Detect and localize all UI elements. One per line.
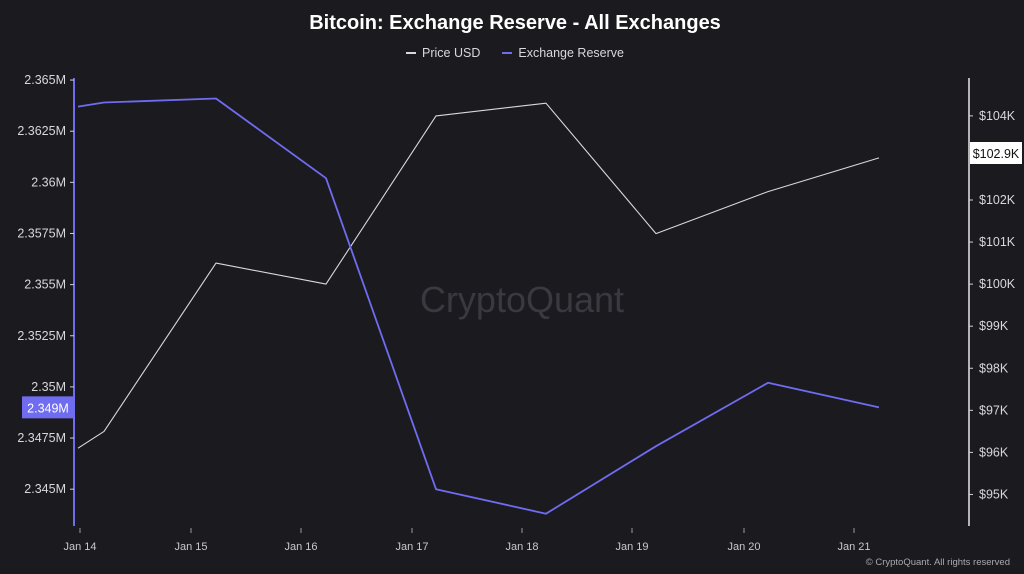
y-right-tick-label: $102K — [979, 193, 1016, 207]
legend-swatch-price — [406, 52, 417, 54]
series-line-price-usd — [77, 102, 880, 449]
copyright-footer: © CryptoQuant. All rights reserved — [865, 557, 1010, 568]
x-tick-label: Jan 17 — [395, 541, 428, 553]
y-left-tick-label: 2.3475M — [17, 431, 66, 445]
y-right-tick-label: $95K — [979, 487, 1009, 501]
y-left-tick-label: 2.36M — [31, 175, 66, 189]
y-right-tick-label: $101K — [979, 235, 1016, 249]
chart-legend: Price USD Exchange Reserve — [0, 46, 1024, 60]
y-left-tick-label: 2.365M — [24, 73, 66, 87]
y-right-tick-label: $100K — [979, 277, 1016, 291]
last-value-badge-left — [22, 396, 74, 419]
y-left-tick-label: 2.35M — [31, 380, 66, 394]
y-right-tick-label: $96K — [979, 445, 1009, 459]
last-value-label-right: $102.9K — [973, 147, 1020, 161]
legend-swatch-reserve — [502, 52, 513, 54]
legend-item-reserve[interactable]: Exchange Reserve — [502, 46, 624, 60]
x-tick-label: Jan 21 — [837, 541, 870, 553]
y-right-tick-label: $104K — [979, 109, 1016, 123]
chart-title: Bitcoin: Exchange Reserve - All Exchange… — [309, 12, 721, 34]
legend-item-price[interactable]: Price USD — [406, 46, 480, 60]
y-right-tick-label: $97K — [979, 403, 1009, 417]
series-line-exchange-reserve — [77, 97, 880, 515]
x-tick-label: Jan 19 — [615, 541, 648, 553]
y-left-tick-label: 2.355M — [24, 278, 66, 292]
legend-label-reserve: Exchange Reserve — [518, 46, 624, 60]
x-tick-label: Jan 18 — [505, 541, 538, 553]
y-right-tick-label: $99K — [979, 319, 1009, 333]
last-value-badge-right — [970, 142, 1022, 164]
last-value-label-left: 2.349M — [27, 401, 69, 415]
y-left-tick-label: 2.3625M — [17, 124, 66, 138]
x-tick-label: Jan 15 — [174, 541, 207, 553]
y-left-tick-label: 2.345M — [24, 482, 66, 496]
x-tick-label: Jan 20 — [727, 541, 760, 553]
watermark: CryptoQuant — [420, 279, 624, 320]
y-right-tick-label: $98K — [979, 361, 1009, 375]
legend-label-price: Price USD — [422, 46, 481, 60]
y-left-tick-label: 2.3575M — [17, 226, 66, 240]
y-left-tick-label: 2.3525M — [17, 329, 66, 343]
x-tick-label: Jan 16 — [284, 541, 317, 553]
x-tick-label: Jan 14 — [63, 541, 96, 553]
